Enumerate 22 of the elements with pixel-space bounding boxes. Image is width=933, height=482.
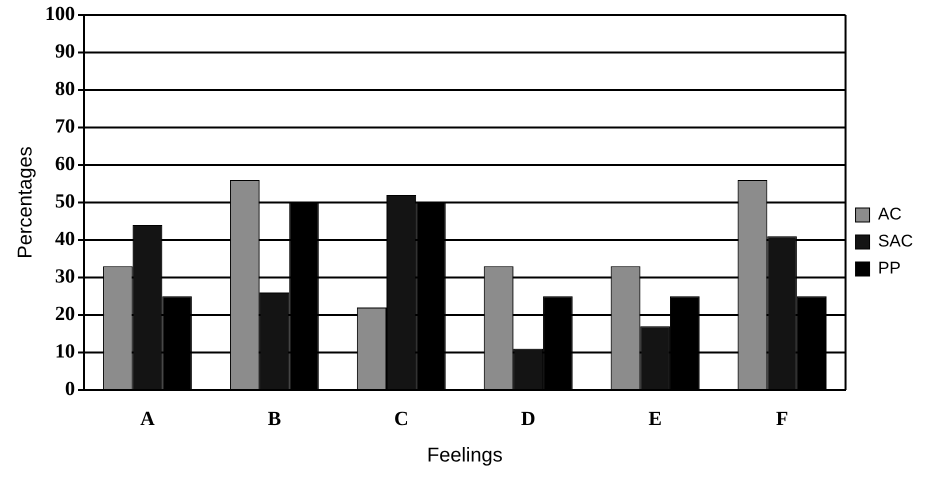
- x-axis-title: Feelings: [426, 444, 503, 467]
- y-tick-label: 70: [55, 116, 75, 138]
- y-tick-label: 30: [55, 266, 75, 288]
- y-tick-label: 50: [55, 190, 75, 213]
- x-tick-label: A: [140, 408, 156, 430]
- y-tick-label: 60: [55, 153, 75, 176]
- legend-label: PP: [878, 258, 901, 278]
- x-tick-label: C: [394, 408, 409, 430]
- x-tick-label: E: [648, 408, 662, 430]
- y-tick-label: 80: [55, 78, 75, 100]
- x-tick-label: F: [776, 408, 788, 430]
- legend-label: SAC: [878, 232, 914, 251]
- legend-label: AC: [878, 204, 902, 224]
- x-tick-label: B: [268, 408, 282, 430]
- y-tick-label: 20: [55, 303, 75, 326]
- y-tick-label: 10: [55, 340, 75, 363]
- y-tick-label: 40: [55, 228, 75, 250]
- y-axis-title: Percentages: [14, 146, 37, 259]
- x-tick-label: D: [521, 408, 536, 430]
- y-tick-label: 90: [55, 40, 75, 63]
- y-tick-label: 0: [65, 378, 75, 400]
- y-tick-label: 100: [45, 3, 75, 26]
